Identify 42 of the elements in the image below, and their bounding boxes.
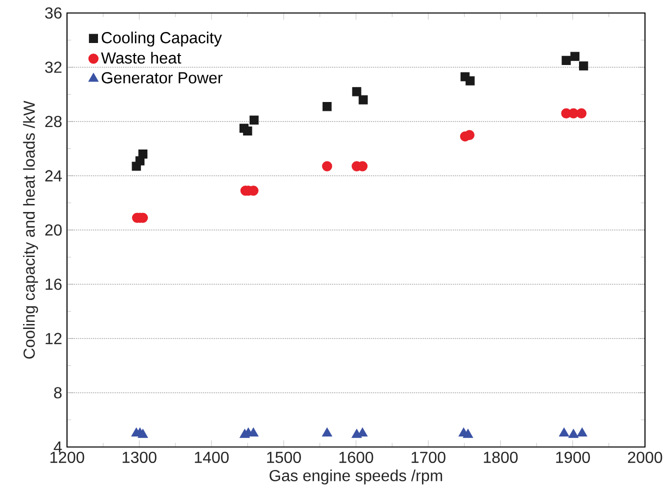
point xyxy=(322,102,332,112)
point xyxy=(322,161,332,172)
point xyxy=(243,126,252,136)
x-tick-label: 1200 xyxy=(50,452,84,464)
point xyxy=(576,108,586,118)
y-tick-label: 16 xyxy=(46,278,62,290)
y-tick-label: 4 xyxy=(54,441,62,452)
point xyxy=(570,52,580,61)
x-tick-label: 2000 xyxy=(628,452,662,464)
x-tick-label: 1900 xyxy=(556,452,590,464)
x-tick-label: 1300 xyxy=(122,452,156,464)
point xyxy=(138,150,148,159)
y-axis-title: Cooling capacity and heat loads /kW xyxy=(23,100,38,359)
x-tick-label: 1800 xyxy=(484,452,518,464)
point xyxy=(352,87,362,96)
x-tick-label: 1700 xyxy=(412,452,446,464)
legend-label: Waste heat xyxy=(101,52,182,64)
x-tick-label: 1400 xyxy=(194,452,229,464)
point xyxy=(464,130,474,140)
point xyxy=(358,95,368,104)
point xyxy=(462,428,474,438)
y-tick-label: 12 xyxy=(46,332,62,344)
point xyxy=(577,428,588,436)
y-tick-label: 32 xyxy=(45,62,62,73)
point xyxy=(138,428,148,438)
y-tick-label: 24 xyxy=(45,170,62,182)
point xyxy=(322,428,332,436)
point xyxy=(562,56,571,66)
x-tick-label: 1600 xyxy=(339,452,374,464)
x-tick-label: 1500 xyxy=(267,452,301,464)
x-axis-title: Gas engine speeds /rpm xyxy=(270,470,442,484)
point xyxy=(558,428,570,436)
point xyxy=(250,116,259,125)
y-tick-label: 20 xyxy=(45,224,62,236)
y-tick-label: 36 xyxy=(45,7,62,19)
point xyxy=(568,428,579,438)
point xyxy=(579,61,588,70)
point xyxy=(466,76,475,86)
legend-label: Generator Power xyxy=(102,72,223,84)
legend-label: Cooling Capacity xyxy=(102,32,222,47)
y-tick-label: 8 xyxy=(54,387,62,398)
y-tick-label: 28 xyxy=(45,116,62,128)
